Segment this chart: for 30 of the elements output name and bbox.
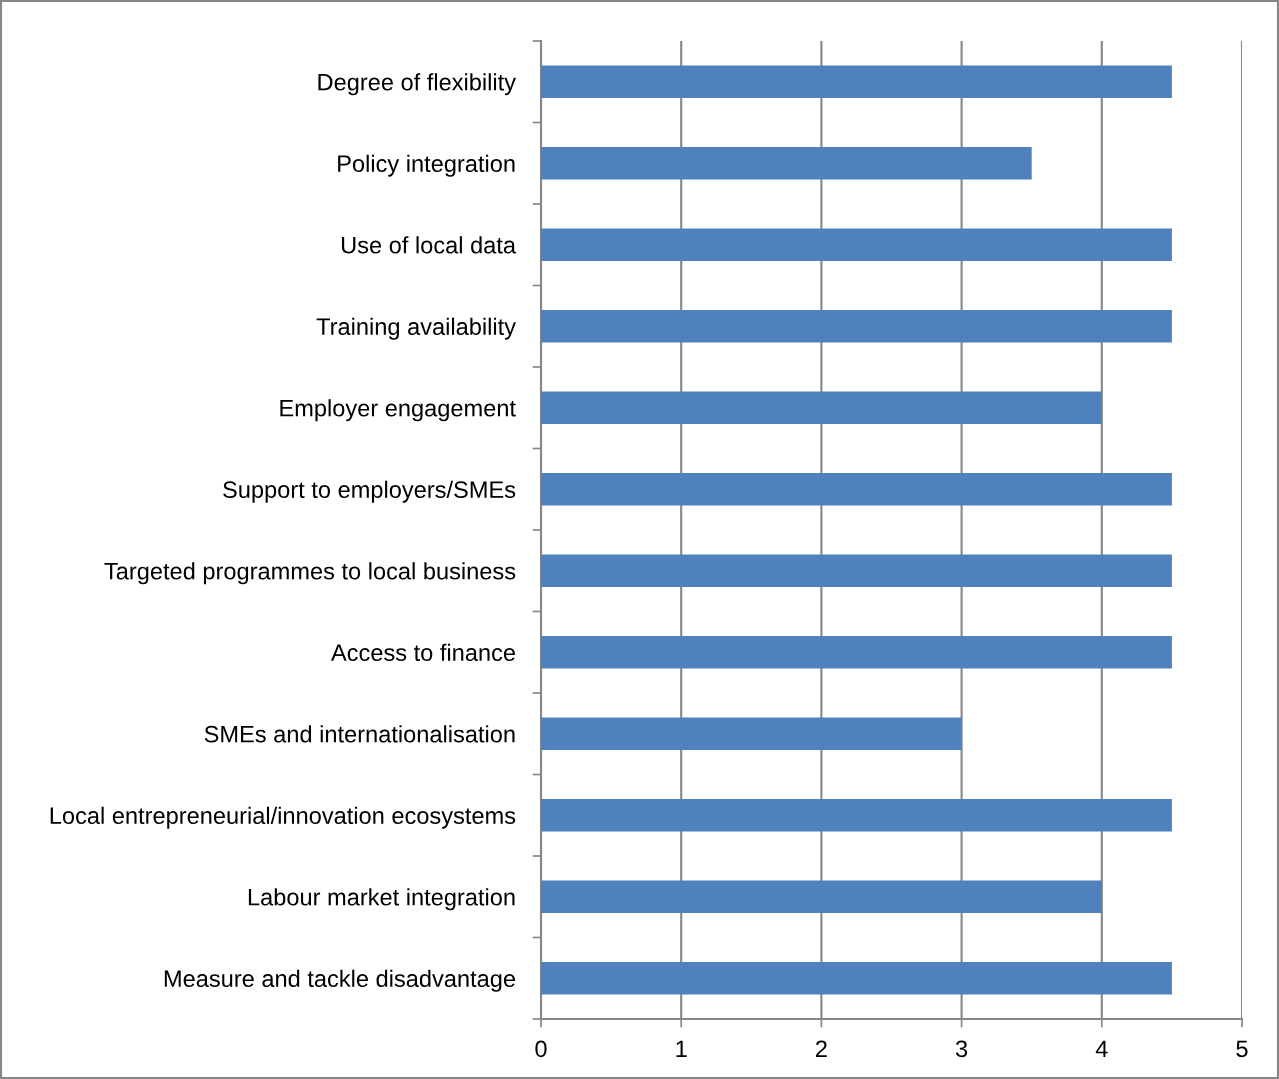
bar — [541, 228, 1172, 262]
y-tick-label: Policy integration — [338, 154, 515, 177]
bar — [541, 554, 1172, 588]
y-tick-label: Degree of flexibility — [318, 73, 516, 96]
bar — [541, 880, 1102, 914]
x-tick-label: 0 — [535, 1040, 547, 1058]
bar — [541, 717, 962, 751]
y-tick-label: Targeted programmes to local business — [104, 562, 516, 585]
y-tick-label: SMEs and internationalisation — [204, 725, 515, 743]
bar — [541, 635, 1172, 669]
y-tick-label: Local entrepreneurial/innovation ecosystems — [50, 806, 516, 829]
x-tick-label: 2 — [816, 1040, 827, 1057]
x-tick-label: 3 — [955, 1040, 968, 1058]
bar — [541, 65, 1172, 99]
bar — [541, 309, 1172, 343]
bar — [541, 146, 1032, 180]
y-tick-label: Use of local data — [341, 236, 517, 254]
y-tick-label: Support to employers/SMEs — [223, 480, 516, 503]
y-tick-label: Measure and tackle disadvantage — [164, 969, 515, 992]
bar — [541, 798, 1172, 832]
bar — [541, 391, 1102, 425]
bar — [541, 472, 1172, 506]
x-tick-label: 4 — [1095, 1040, 1108, 1057]
x-tick-label: 1 — [676, 1040, 687, 1057]
x-tick-label: 5 — [1236, 1040, 1248, 1058]
y-tick-label: Training availability — [316, 317, 516, 340]
y-tick-label: Employer engagement — [280, 399, 516, 422]
y-tick-label: Access to finance — [331, 643, 515, 662]
y-tick-label: Labour market integration — [248, 888, 515, 911]
bar — [541, 961, 1172, 995]
